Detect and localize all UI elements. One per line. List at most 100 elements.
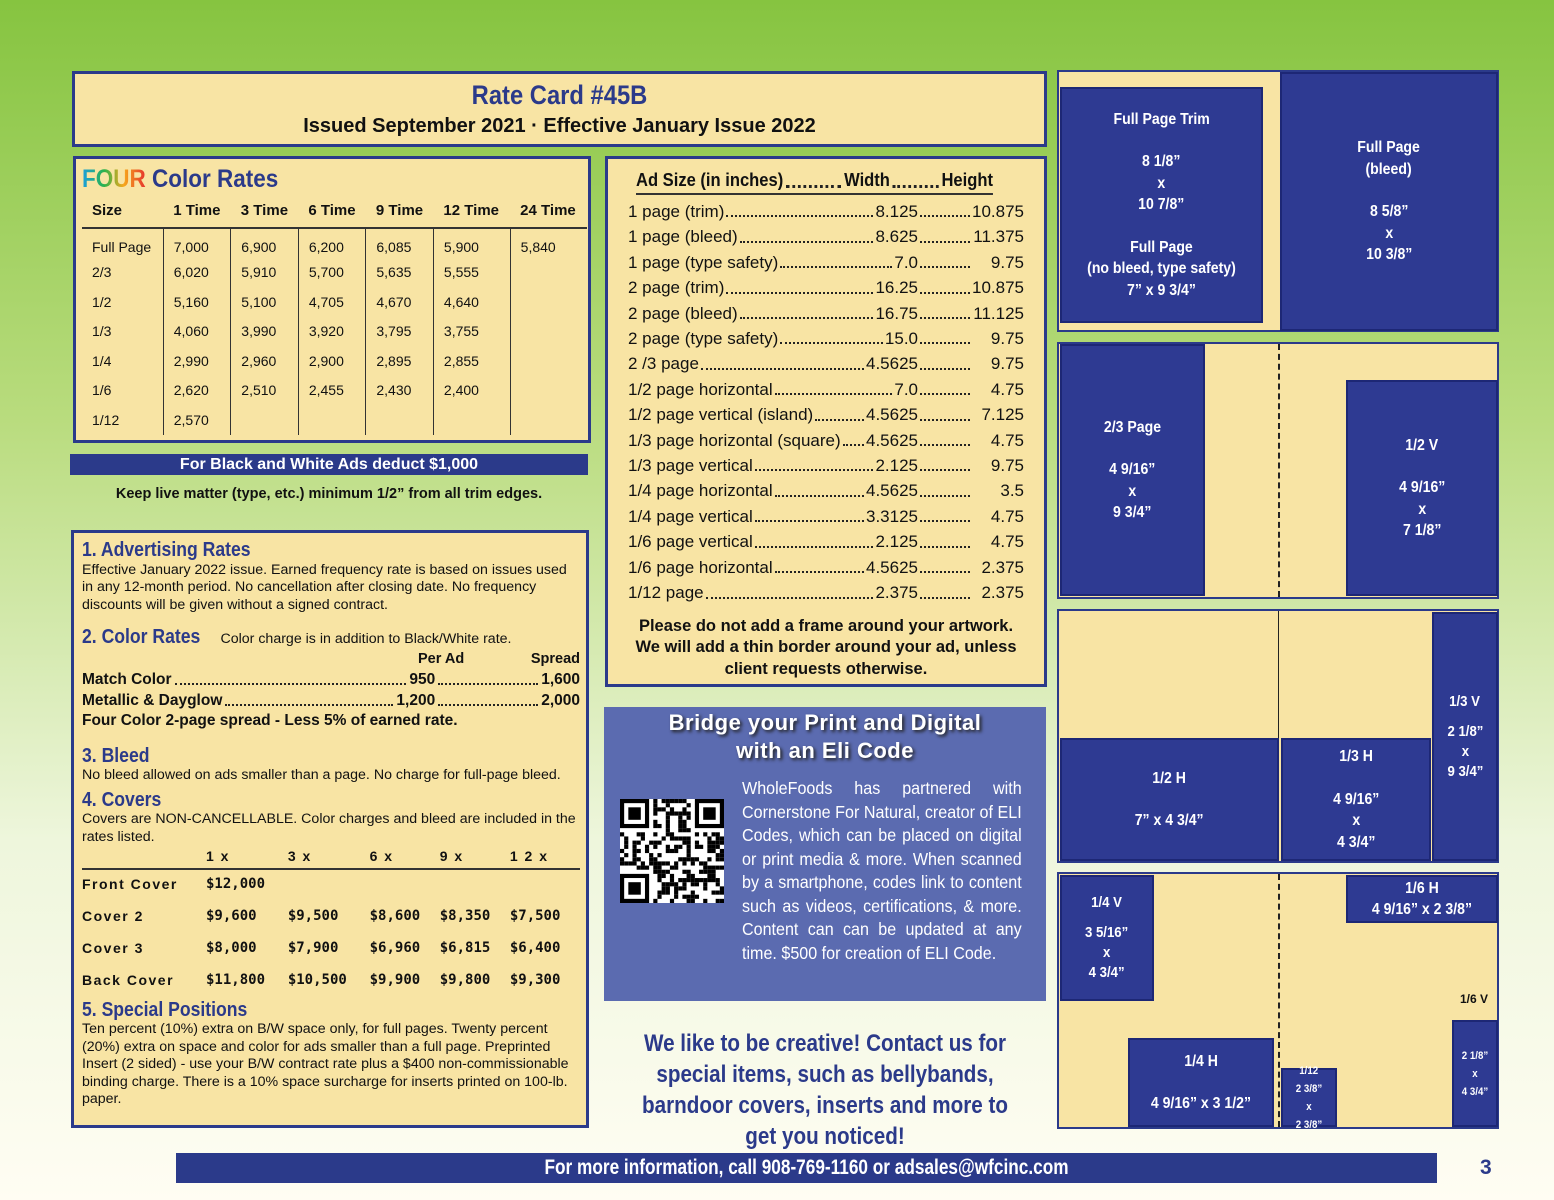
qr-module [686, 844, 691, 849]
per-ad: 1,200 [396, 691, 436, 709]
ad-label: x [1418, 500, 1426, 518]
qr-module [678, 836, 683, 841]
width: 7.0 [894, 252, 918, 272]
cell [510, 405, 587, 435]
qr-module [665, 869, 670, 874]
width: 16.75 [875, 303, 918, 323]
width: 7.0 [894, 379, 918, 399]
cell: 1/12 [82, 405, 164, 435]
leader [774, 555, 864, 574]
cell [510, 287, 587, 317]
ad-label: x [1103, 944, 1111, 961]
cell [298, 405, 367, 435]
size-row: 1/3 page vertical 2.125 9.75 [628, 453, 1024, 478]
qr-module [661, 861, 666, 866]
divider [1278, 611, 1279, 739]
qr-module [669, 811, 675, 816]
cell: 5,840 [520, 239, 556, 256]
qr-module [682, 828, 687, 833]
size-name: 1/2 page horizontal [628, 379, 773, 399]
qr-module [653, 869, 658, 874]
leader [739, 224, 874, 243]
label: Metallic & Dayglow [82, 691, 223, 709]
ad-label: 4 3/4” [1089, 964, 1125, 981]
ad-shape: 1/2 H 7” x 4 3/4” [1060, 738, 1279, 861]
column-header: Width [844, 170, 890, 190]
qr-module [682, 840, 687, 845]
width: 2.125 [875, 532, 918, 552]
qr-module [653, 811, 658, 816]
qr-module [674, 848, 679, 854]
qr-module [686, 857, 691, 862]
ad-label: x [1157, 174, 1166, 192]
qr-module [657, 869, 662, 874]
cell: 5,555 [433, 257, 511, 287]
cell: 6,085 [365, 228, 434, 258]
price: $7,500 [509, 907, 561, 924]
ad-label: 2 3/8” [1295, 1118, 1323, 1131]
size-row: 1/4 page horizontal 4.5625 3.5 [628, 478, 1024, 503]
color-header: Per Ad Spread [82, 649, 580, 669]
ad-label: (no bleed, type safety) [1087, 260, 1236, 278]
section: 4. Covers Covers are NON-CANCELLABLE. Col… [82, 789, 580, 847]
ad-label: 2 3/8” [1295, 1082, 1323, 1095]
qr-module [674, 844, 679, 849]
blank [82, 848, 206, 870]
qr-module [682, 878, 687, 883]
cell: 2,960 [230, 346, 299, 376]
cell: 3,795 [365, 316, 434, 346]
qr-module [686, 898, 691, 903]
qr-module [682, 807, 687, 812]
ad-label: 10 7/8” [1138, 196, 1185, 214]
price [510, 869, 580, 901]
price: $6,815 [439, 939, 491, 956]
qr-module [669, 882, 675, 887]
size-name: 1/6 page vertical [628, 532, 753, 552]
height: 11.125 [973, 303, 1024, 323]
qr-module [703, 807, 716, 820]
width: 4.5625 [866, 354, 918, 374]
qr-module [657, 840, 662, 845]
footer-text: For more information, call 908-769-1160 … [544, 1156, 1069, 1179]
color-note: Four Color 2-page spread - Less 5% of ea… [82, 711, 458, 729]
cell: 1/6 [82, 375, 164, 405]
price: $6,960 [369, 939, 421, 956]
spread: 1,600 [541, 670, 580, 688]
cell: 5,160 [163, 287, 232, 317]
cell [230, 405, 299, 435]
live-matter: Keep live matter (type, etc.) minimum 1/… [115, 486, 543, 502]
bw-note: For Black and White Ads deduct $1,000 [70, 454, 588, 475]
ad-group: Full Page (bleed) [1358, 137, 1421, 180]
ad-label: 4 9/16” x 2 3/8” [1371, 901, 1473, 918]
qr-module [686, 828, 691, 833]
column-header: 1 2 x [509, 848, 580, 870]
ad-group: 1/12 [1300, 1062, 1319, 1080]
qr-module [624, 853, 629, 858]
column-header: Height [941, 170, 993, 190]
width: 4.5625 [866, 481, 918, 501]
section: 1. Advertising Rates Effective January 20… [82, 539, 580, 614]
divider [1278, 344, 1280, 597]
creative: We like to be creative! Contact us for s… [642, 1030, 1008, 1150]
qr-module [682, 857, 687, 862]
ad-label: 4 9/16” x 3 1/2” [1150, 1095, 1252, 1112]
leader [920, 301, 970, 320]
subtitle: Issued September 2021 · Effective Januar… [303, 115, 816, 137]
price [288, 869, 370, 901]
qr-module [640, 865, 645, 870]
ad-group: 8 1/8” x 10 7/8” [1138, 151, 1184, 216]
qr-module [694, 882, 700, 887]
qr-module [678, 886, 683, 891]
qr-module [707, 878, 712, 883]
ad-label: 1/2 H [1152, 769, 1187, 787]
cell [365, 405, 434, 435]
column-header: 9 x [439, 848, 510, 870]
qr-module [711, 832, 716, 837]
qr-module [632, 857, 637, 862]
size-name: 1/6 page horizontal [628, 557, 773, 577]
footer: For more information, call 908-769-1160 … [176, 1153, 1437, 1183]
qr-module [711, 869, 716, 874]
ad-label: x [1128, 482, 1137, 500]
